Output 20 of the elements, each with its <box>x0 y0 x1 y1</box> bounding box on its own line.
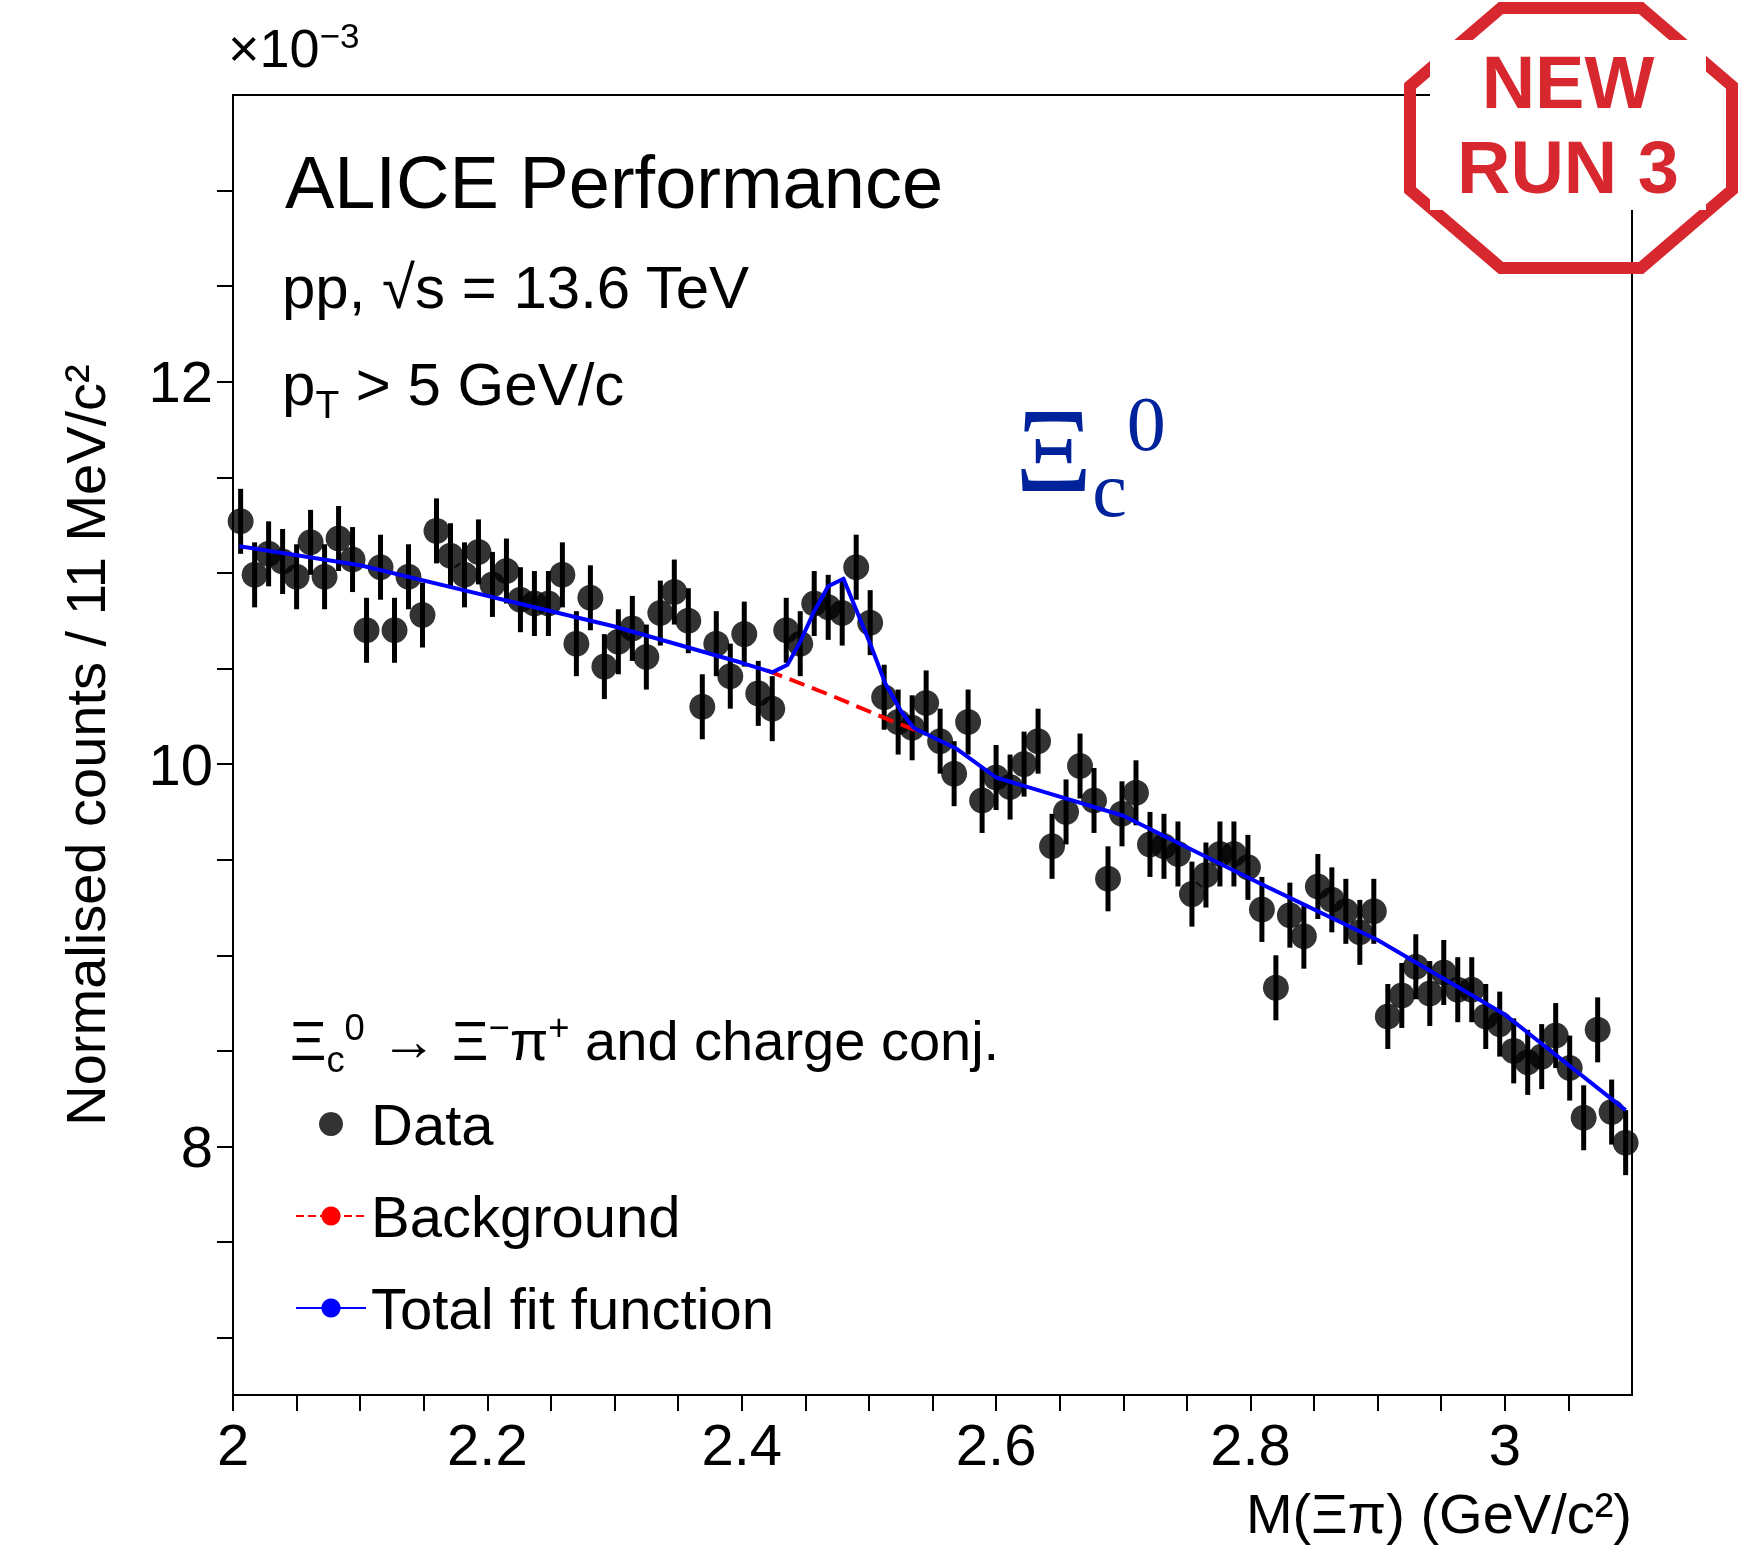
y-tick-label: 10 <box>148 731 213 797</box>
annotation: p$_{T}$ > 5 GeV/c <box>282 351 625 426</box>
text: ALICE Performance <box>285 140 944 224</box>
x-axis-title: M(Ξπ) (GeV/c²) <box>1245 1481 1632 1545</box>
legend-label: Data <box>371 1091 495 1157</box>
x-tick-label: 2.4 <box>701 1411 783 1477</box>
annotation: NEW RUN 3 <box>1430 40 1706 211</box>
x-tick-label: 2.2 <box>447 1411 528 1477</box>
y-tick-label: 8 <box>180 1113 213 1179</box>
text: ×10$^{−3}$ <box>228 16 360 78</box>
annotation: pp, √s = 13.6 TeV <box>282 254 750 321</box>
x-tick-label: 2.8 <box>1210 1411 1291 1477</box>
legend-label: Background <box>371 1183 681 1249</box>
x-tick-label: 2 <box>216 1411 250 1477</box>
legend-title: Ξ$_{c}$$^{0}$ → Ξ$^{−}$π$^{+}$ and charge conj. <box>290 1007 1000 1080</box>
x-tick-label: 2.6 <box>955 1411 1037 1477</box>
legend-label: Total fit function <box>371 1275 774 1341</box>
x-tick-label: 3 <box>1488 1411 1521 1477</box>
y-axis-title: Normalised counts / 11 MeV/c² <box>53 364 117 1126</box>
y-tick-label: 12 <box>148 349 213 415</box>
